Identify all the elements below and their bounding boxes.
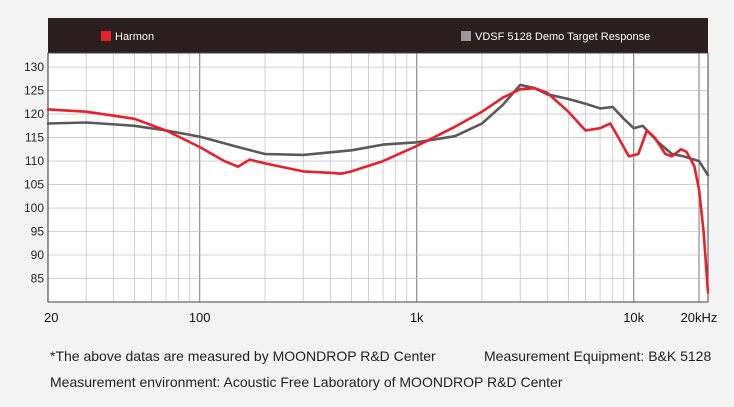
x-tick-label: 100 [189, 310, 211, 325]
y-tick-label: 85 [31, 272, 45, 286]
measurement-note: *The above datas are measured by MOONDRO… [50, 348, 436, 364]
plot-area [48, 53, 708, 302]
series-lines [46, 83, 710, 294]
legend-label-target: VDSF 5128 Demo Target Response [475, 31, 650, 43]
x-axis-ticks: 20 100 1k 10k 20kHz [44, 310, 717, 325]
y-tick-label: 90 [31, 248, 45, 262]
legend-label-harmon: Harmon [115, 31, 154, 43]
legend-swatch-target [461, 31, 471, 41]
y-tick-label: 110 [25, 154, 44, 168]
y-tick-label: 105 [24, 178, 44, 192]
measurement-environment: Measurement environment: Acoustic Free L… [50, 374, 563, 390]
y-axis-ticks: 85 90 95 100 105 110 115 120 125 130 [24, 60, 44, 285]
x-tick-label: 1k [410, 310, 424, 325]
legend-swatch-harmon [101, 31, 111, 41]
y-tick-label: 120 [24, 107, 44, 121]
x-tick-label: 20kHz [681, 310, 718, 325]
y-tick-label: 100 [24, 201, 44, 215]
y-tick-label: 125 [24, 84, 44, 98]
measurement-equipment: Measurement Equipment: B&K 5128 [484, 348, 712, 364]
plot-frame [47, 52, 709, 303]
grid-lines [47, 52, 709, 303]
y-tick-label: 115 [25, 131, 44, 145]
legend-bar [48, 18, 708, 53]
y-tick-label: 130 [24, 60, 44, 74]
series-line-vdsf-5128-demo-target-response [46, 83, 710, 177]
x-tick-label: 10k [623, 310, 644, 325]
series-line-harmon [46, 86, 710, 294]
x-tick-label: 20 [44, 310, 58, 325]
y-tick-label: 95 [31, 225, 45, 239]
